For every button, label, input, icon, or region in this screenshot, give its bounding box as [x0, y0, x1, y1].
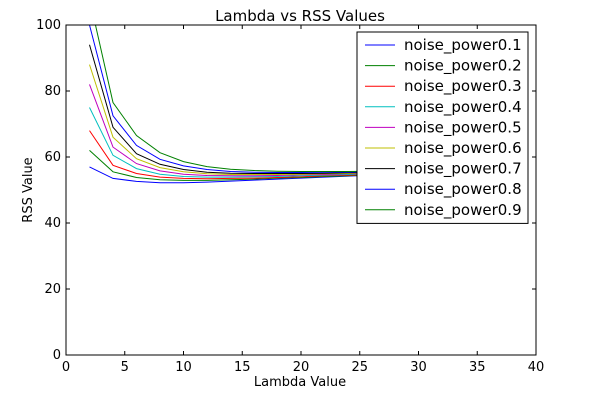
y-tick-label: 20 — [44, 282, 61, 297]
legend-label: noise_power0.7 — [404, 160, 522, 179]
legend-label: noise_power0.6 — [404, 139, 522, 158]
legend-label: noise_power0.9 — [404, 201, 522, 220]
series-line-noise-power0-4 — [89, 107, 372, 178]
series-line-noise-power0-5 — [89, 84, 372, 177]
y-axis-ticks: 0 20 40 60 80 100 — [36, 18, 536, 363]
series-line-noise-power0-3 — [89, 130, 372, 180]
x-axis-ticks: 0 5 10 15 20 25 30 35 40 — [62, 25, 544, 375]
x-tick-label: 40 — [528, 360, 545, 375]
series-layer — [89, 25, 372, 184]
legend-label: noise_power0.5 — [404, 118, 522, 137]
series-line-noise-power0-9 — [94, 25, 372, 172]
series-line-noise-power0-8 — [89, 25, 372, 173]
legend-label: noise_power0.3 — [404, 77, 522, 96]
y-tick-label: 100 — [36, 18, 61, 33]
x-tick-label: 20 — [293, 360, 310, 375]
x-tick-label: 5 — [121, 360, 129, 375]
legend-label: noise_power0.2 — [404, 57, 522, 76]
x-tick-label: 30 — [410, 360, 427, 375]
x-tick-label: 10 — [175, 360, 192, 375]
y-tick-label: 40 — [44, 216, 61, 231]
x-tick-label: 25 — [351, 360, 368, 375]
y-tick-label: 80 — [44, 84, 61, 99]
legend-label: noise_power0.4 — [404, 98, 522, 117]
legend: noise_power0.1noise_power0.2noise_power0… — [356, 31, 529, 224]
y-tick-label: 0 — [53, 348, 61, 363]
series-line-noise-power0-2 — [89, 150, 372, 181]
series-line-noise-power0-7 — [89, 44, 372, 174]
chart-title: Lambda vs RSS Values — [215, 7, 385, 25]
y-tick-label: 60 — [44, 150, 61, 165]
series-line-noise-power0-1 — [89, 166, 372, 184]
series-line-noise-power0-6 — [89, 64, 372, 175]
x-tick-label: 0 — [62, 360, 70, 375]
legend-label: noise_power0.8 — [404, 180, 522, 199]
y-axis-label: RSS Value — [21, 157, 36, 222]
legend-label: noise_power0.1 — [404, 36, 522, 55]
x-tick-label: 15 — [234, 360, 251, 375]
x-tick-label: 35 — [469, 360, 486, 375]
x-axis-label: Lambda Value — [254, 375, 346, 390]
